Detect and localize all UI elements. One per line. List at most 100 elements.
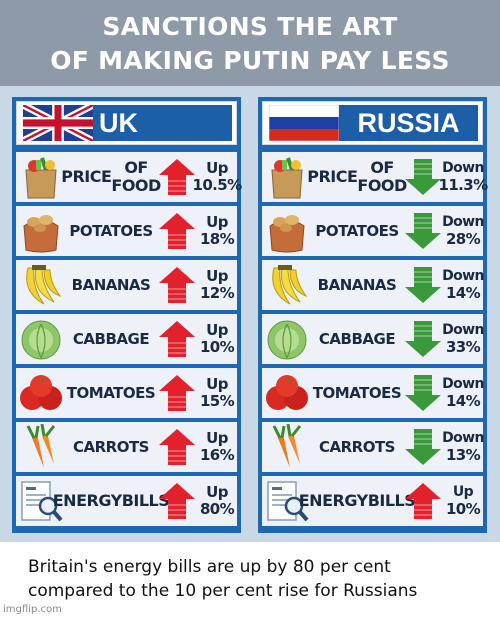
- change-direction: Up: [206, 267, 228, 285]
- uk-change: Up 18%: [198, 206, 236, 256]
- arrow-up-icon: [157, 319, 197, 359]
- bananas-icon: [264, 262, 310, 308]
- uk-row: POTATOES Up 18%: [16, 206, 237, 256]
- carrots-icon: [18, 423, 64, 470]
- uk-item-label-line1: TOMATOES: [66, 384, 156, 402]
- russia-item-label-line1: CARROTS: [318, 438, 396, 456]
- russia-item-label-line1: PRICE: [307, 167, 358, 186]
- headline-line-1: SANCTIONS THE ART: [102, 12, 398, 41]
- uk-change: Up 10%: [198, 314, 236, 364]
- russia-row: BANANAS Down 14%: [262, 260, 484, 310]
- change-percent: 10%: [199, 338, 235, 356]
- change-percent: 18%: [199, 230, 235, 248]
- change-percent: 12%: [199, 284, 235, 302]
- cabbage-icon: [264, 316, 310, 362]
- arrow-up-icon: [403, 481, 443, 521]
- uk-panel: UK PRICE OF FOOD Up 10.5% POTATOES Up 18% BANAN…: [12, 97, 242, 533]
- change-direction: Down: [442, 268, 484, 284]
- change-percent: 10%: [445, 500, 481, 518]
- russia-item-label-line2: OF FOOD: [357, 158, 407, 195]
- uk-row: ENERGY BILLS Up 80%: [16, 476, 237, 526]
- arrow-down-icon: [403, 319, 443, 359]
- change-direction: Up: [452, 484, 474, 500]
- uk-item-label-line1: PRICE: [61, 167, 112, 186]
- uk-item-label: ENERGY BILLS: [53, 476, 170, 526]
- potatoes-icon: [264, 208, 310, 254]
- change-direction: Up: [206, 213, 228, 231]
- uk-item-label: CABBAGE: [66, 314, 156, 364]
- uk-change: Up 10.5%: [192, 152, 242, 202]
- change-percent: 14%: [445, 284, 481, 302]
- uk-title-bar: UK: [16, 101, 237, 145]
- russia-change: Down 14%: [442, 368, 484, 418]
- russia-panel: RUSSIA PRICE OF FOOD Down 11.3% POTATOES Down…: [258, 97, 488, 533]
- russia-title: RUSSIA: [339, 105, 478, 141]
- russia-row: CABBAGE Down 33%: [262, 314, 484, 364]
- uk-item-label-line1: ENERGY: [52, 491, 122, 510]
- uk-change: Up 16%: [198, 422, 236, 472]
- uk-item-label-line1: BANANAS: [71, 276, 151, 294]
- arrow-down-icon: [403, 373, 443, 413]
- change-direction: Up: [206, 483, 228, 501]
- energy-bill-icon: [264, 478, 310, 524]
- uk-flag-icon: [23, 105, 93, 141]
- change-direction: Down: [442, 160, 484, 176]
- russia-change: Down 33%: [442, 314, 484, 364]
- change-direction: Up: [206, 321, 228, 339]
- russia-item-label: TOMATOES: [312, 368, 402, 418]
- russia-item-label-line1: ENERGY: [298, 491, 368, 510]
- russia-item-label-line1: POTATOES: [315, 222, 399, 240]
- russia-row: CARROTS Down 13%: [262, 422, 484, 472]
- uk-item-label: TOMATOES: [66, 368, 156, 418]
- change-direction: Up: [206, 375, 228, 393]
- change-percent: 14%: [445, 392, 481, 410]
- infographic-board: UK PRICE OF FOOD Up 10.5% POTATOES Up 18% BANAN…: [0, 86, 500, 542]
- russia-row: PRICE OF FOOD Down 11.3%: [262, 152, 488, 202]
- russia-item-label: CABBAGE: [312, 314, 402, 364]
- arrow-up-icon: [157, 373, 197, 413]
- arrow-down-icon: [403, 427, 443, 467]
- uk-item-label-line1: CABBAGE: [72, 330, 150, 348]
- russia-item-label-line2: BILLS: [367, 491, 416, 510]
- russia-change: Down 28%: [442, 206, 484, 256]
- russia-item-label-line1: CABBAGE: [318, 330, 396, 348]
- uk-row: CABBAGE Up 10%: [16, 314, 237, 364]
- arrow-up-icon: [157, 427, 197, 467]
- arrow-up-icon: [157, 157, 197, 197]
- arrow-up-icon: [157, 211, 197, 251]
- uk-row: BANANAS Up 12%: [16, 260, 237, 310]
- change-direction: Up: [206, 429, 228, 447]
- russia-change: Down 11.3%: [438, 152, 488, 202]
- russia-row: ENERGY BILLS Up 10%: [262, 476, 483, 526]
- headline-line-2: OF MAKING PUTIN PAY LESS: [50, 46, 450, 75]
- uk-title: UK: [93, 105, 232, 141]
- caption: Britain's energy bills are up by 80 per …: [28, 555, 488, 603]
- uk-change: Up 80%: [198, 476, 236, 526]
- russia-item-label-line1: BANANAS: [317, 276, 397, 294]
- change-percent: 28%: [445, 230, 481, 248]
- uk-item-label-line1: CARROTS: [72, 438, 150, 456]
- grocery-bag-icon: [18, 154, 64, 200]
- change-percent: 10.5%: [192, 176, 242, 194]
- russia-row: TOMATOES Down 14%: [262, 368, 484, 418]
- russia-item-label: CARROTS: [312, 422, 402, 472]
- uk-item-label-line1: POTATOES: [69, 222, 153, 240]
- arrow-up-icon: [157, 265, 197, 305]
- uk-row: CARROTS Up 16%: [16, 422, 237, 472]
- uk-change: Up 15%: [198, 368, 236, 418]
- change-percent: 15%: [199, 392, 235, 410]
- change-percent: 13%: [445, 446, 481, 464]
- russia-change: Down 14%: [442, 260, 484, 310]
- change-percent: 33%: [445, 338, 481, 356]
- uk-item-label: PRICE OF FOOD: [61, 152, 161, 202]
- russia-item-label: PRICE OF FOOD: [307, 152, 407, 202]
- tomatoes-icon: [264, 370, 310, 416]
- russia-flag-icon: [269, 105, 339, 141]
- russia-item-label: POTATOES: [312, 206, 402, 256]
- uk-item-label-line2: OF FOOD: [111, 158, 161, 195]
- russia-change: Down 13%: [442, 422, 484, 472]
- change-direction: Down: [442, 376, 484, 392]
- change-percent: 16%: [199, 446, 235, 464]
- energy-bill-icon: [18, 478, 64, 524]
- uk-row: TOMATOES Up 15%: [16, 368, 237, 418]
